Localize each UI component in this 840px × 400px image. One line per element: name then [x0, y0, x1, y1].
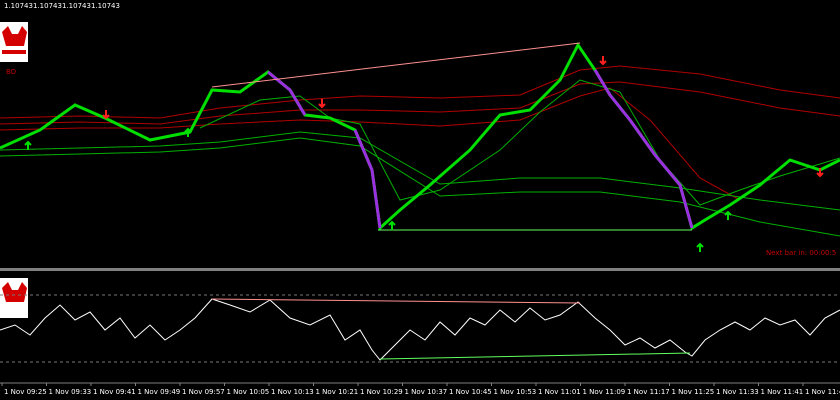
time-label: 1 Nov 09:57: [182, 388, 225, 396]
quote-value: 1.10743: [62, 2, 91, 10]
oscillator: [0, 278, 840, 363]
time-label: 1 Nov 11:01: [538, 388, 581, 396]
time-label: 1 Nov 10:53: [494, 388, 537, 396]
time-label: 1 Nov 11:33: [716, 388, 759, 396]
time-label: 1 Nov 09:41: [93, 388, 136, 396]
price-path: [0, 42, 840, 232]
quote-value: 1.10743: [4, 2, 33, 10]
time-label: 1 Nov 11:25: [672, 388, 715, 396]
quote-value: 1.10743: [33, 2, 62, 10]
time-label: 1 Nov 09:33: [49, 388, 92, 396]
time-label: 1 Nov 10:21: [316, 388, 359, 396]
time-axis: 1 Nov 09:25 1 Nov 09:33 1 Nov 09:41 1 Nov 0…: [1, 383, 840, 396]
time-label: 1 Nov 09:49: [138, 388, 181, 396]
time-label: 1 Nov 11:49: [805, 388, 840, 396]
time-label: 1 Nov 10:13: [271, 388, 314, 396]
header: 1.10743 1.10743 1.10743 1.10743: [4, 2, 120, 10]
time-label: 1 Nov 09:25: [4, 388, 47, 396]
logo: [0, 22, 28, 62]
bands: [0, 65, 840, 237]
price-down: [353, 129, 382, 229]
time-label: 1 Nov 10:29: [360, 388, 403, 396]
timer: Next bar in: 00:00:5: [766, 249, 836, 257]
divider: [0, 268, 840, 271]
time-label: 1 Nov 10:05: [227, 388, 270, 396]
price-down: [593, 69, 694, 229]
time-label: 1 Nov 11:41: [761, 388, 804, 396]
time-label: 1 Nov 10:45: [449, 388, 492, 396]
signal-arrows: [24, 56, 824, 252]
quote-value: 1.10743: [91, 2, 120, 10]
time-label: 1 Nov 11:09: [583, 388, 626, 396]
badge: BD: [6, 68, 16, 76]
time-label: 1 Nov 10:37: [405, 388, 448, 396]
time-label: 1 Nov 11:17: [627, 388, 670, 396]
price-down: [267, 70, 307, 116]
trendline: [211, 42, 581, 88]
